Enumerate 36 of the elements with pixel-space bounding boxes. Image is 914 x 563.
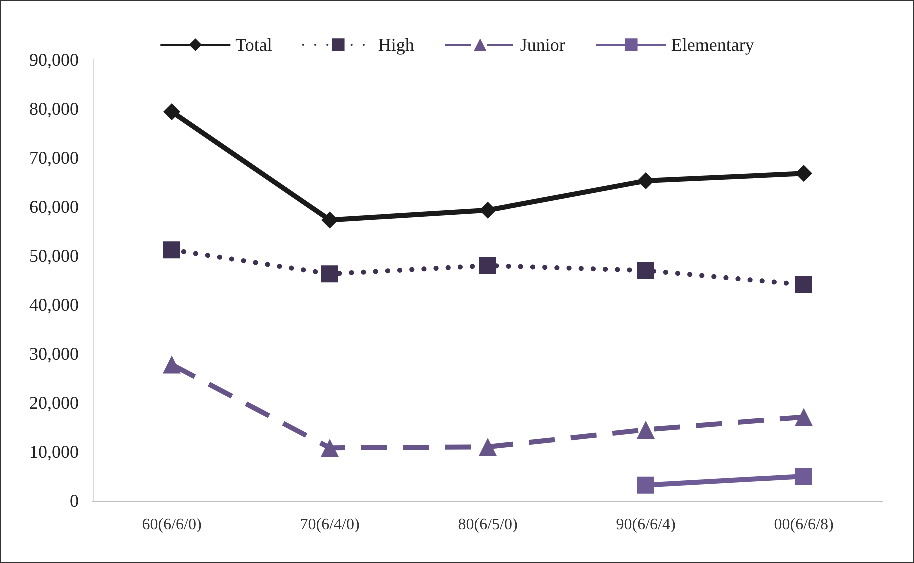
point <box>164 103 180 120</box>
legend-label: High <box>378 35 414 55</box>
point <box>638 172 654 190</box>
x-tick-label: 80(6/5/0) <box>458 516 518 534</box>
point <box>796 468 812 485</box>
point <box>479 438 497 456</box>
point <box>796 276 812 294</box>
y-tick-label: 0 <box>70 491 79 511</box>
y-tick-label: 60,000 <box>30 197 79 217</box>
point <box>796 165 812 182</box>
point <box>164 242 180 259</box>
y-tick-label: 10,000 <box>30 442 79 462</box>
point <box>321 439 339 458</box>
x-tick-label: 90(6/6/4) <box>616 516 676 534</box>
point <box>163 356 181 374</box>
y-tick-label: 40,000 <box>30 295 79 315</box>
point <box>795 408 813 426</box>
y-tick-label: 30,000 <box>30 344 79 364</box>
legend-label: Elementary <box>671 35 754 55</box>
legend-label: Total <box>236 35 272 55</box>
y-tick-label: 80,000 <box>30 99 79 119</box>
point <box>638 476 654 494</box>
y-tick-label: 90,000 <box>30 50 79 70</box>
point <box>638 262 654 280</box>
point <box>637 420 655 439</box>
point <box>322 212 338 229</box>
legend-label: Junior <box>520 35 566 55</box>
x-tick-label: 60(6/6/0) <box>142 516 202 534</box>
y-tick-label: 50,000 <box>30 246 79 266</box>
point <box>480 202 496 219</box>
y-tick-label: 20,000 <box>30 393 79 413</box>
y-tick-label: 70,000 <box>30 148 79 168</box>
x-tick-label: 00(6/6/8) <box>774 516 834 534</box>
x-tick-label: 70(6/4/0) <box>300 516 360 534</box>
point <box>322 266 338 283</box>
point <box>480 257 496 274</box>
